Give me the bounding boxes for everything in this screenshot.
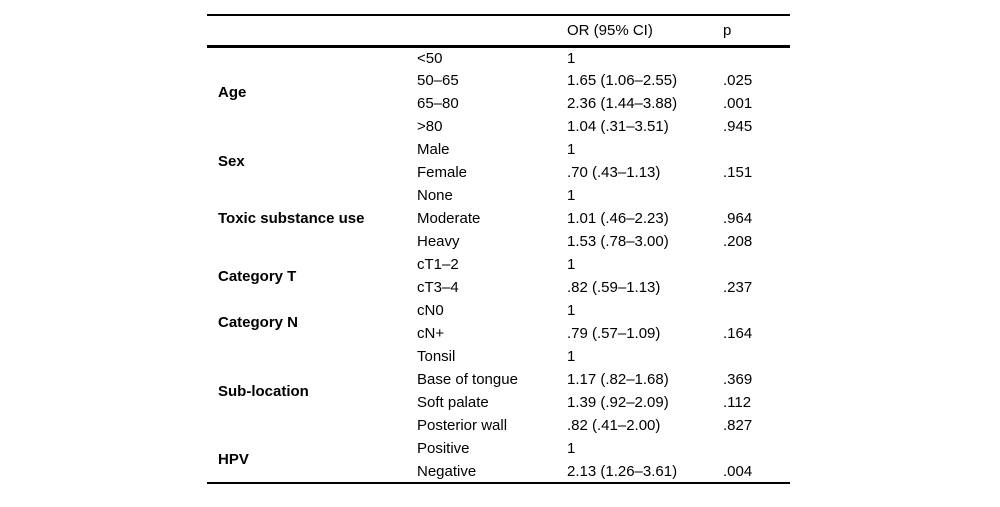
- or-cell: 1: [567, 256, 576, 273]
- table-row: Category N cN0 1: [207, 299, 790, 330]
- table-header-row: OR (95% CI) p: [207, 15, 790, 46]
- or-cell: 1.04 (.31–3.51): [567, 118, 669, 135]
- p-cell: .164: [723, 325, 753, 342]
- table-row: Heavy 1.53 (.78–3.00) .208: [207, 230, 790, 253]
- p-cell: [723, 138, 790, 161]
- category-cell: 50–65: [417, 72, 459, 89]
- category-cell: Tonsil: [417, 348, 456, 365]
- p-cell: .827: [723, 417, 753, 434]
- category-cell: Male: [417, 141, 450, 158]
- p-cell: .112: [723, 394, 752, 411]
- table-row: Base of tongue 1.17 (.82–1.68) .369: [207, 368, 790, 391]
- group-label-toxic-substance-use: Toxic substance use: [218, 210, 365, 227]
- category-cell: Posterior wall: [417, 417, 508, 434]
- p-cell: .208: [723, 233, 753, 250]
- p-cell: [723, 46, 790, 69]
- or-column-header: OR (95% CI): [567, 21, 653, 39]
- or-cell: 1.53 (.78–3.00): [567, 233, 669, 250]
- table-row: 65–80 2.36 (1.44–3.88) .001: [207, 92, 790, 115]
- or-cell: 1.39 (.92–2.09): [567, 394, 669, 411]
- category-cell: cN+: [417, 325, 445, 342]
- p-cell: .369: [723, 371, 753, 388]
- or-cell: 1: [567, 348, 576, 365]
- category-cell: cN0: [417, 302, 444, 319]
- p-cell: .001: [723, 95, 753, 112]
- table-row: Category T cT1–2 1: [207, 253, 790, 284]
- or-cell: 2.36 (1.44–3.88): [567, 95, 678, 112]
- or-cell: 1: [567, 187, 576, 204]
- or-cell: .70 (.43–1.13): [567, 164, 661, 181]
- category-cell: Soft palate: [417, 394, 489, 411]
- group-label-hpv: HPV: [218, 451, 249, 468]
- table-body: Age <50 1 50–65 1.65 (1.06–2.55) .025 65…: [207, 46, 790, 483]
- table-row: HPV Positive 1: [207, 437, 790, 467]
- p-cell: [723, 184, 790, 207]
- p-cell: .945: [723, 118, 753, 135]
- or-cell: 1: [567, 49, 576, 67]
- p-cell: [723, 299, 790, 322]
- group-label-sex: Sex: [218, 152, 245, 170]
- group-label-category-n: Category N: [218, 313, 299, 331]
- category-cell: 65–80: [417, 95, 459, 112]
- table-header: OR (95% CI) p: [207, 15, 790, 46]
- or-cell: .82 (.41–2.00): [567, 417, 661, 434]
- p-cell: .964: [723, 210, 753, 227]
- category-cell: None: [417, 187, 453, 204]
- or-cell: 1.01 (.46–2.23): [567, 210, 669, 227]
- category-cell: Female: [417, 164, 468, 181]
- or-cell: 1.65 (1.06–2.55): [567, 72, 678, 89]
- table-row: Sub-location Tonsil 1: [207, 345, 790, 399]
- empty-header-cell: [207, 15, 417, 46]
- or-cell: 1.17 (.82–1.68): [567, 371, 669, 388]
- or-cell: .79 (.57–1.09): [567, 325, 661, 342]
- or-cell: 1: [567, 440, 576, 457]
- category-cell: Heavy: [417, 233, 460, 250]
- p-cell: .004: [723, 462, 753, 480]
- or-cell: 1: [567, 302, 576, 319]
- group-label-age: Age: [218, 84, 247, 102]
- p-cell: .025: [723, 72, 753, 89]
- table-row: >80 1.04 (.31–3.51) .945: [207, 115, 790, 138]
- group-label-category-t: Category T: [218, 267, 297, 285]
- table-row: Soft palate 1.39 (.92–2.09) .112: [207, 391, 790, 414]
- table-row: Moderate 1.01 (.46–2.23) .964: [207, 207, 790, 230]
- p-column-header: p: [723, 21, 732, 39]
- table-row: Negative 2.13 (1.26–3.61) .004: [207, 460, 790, 483]
- table-row: cT3–4 .82 (.59–1.13) .237: [207, 276, 790, 299]
- table-row: Posterior wall .82 (.41–2.00) .827: [207, 414, 790, 437]
- category-cell: Negative: [417, 462, 477, 480]
- or-cell: 1: [567, 141, 576, 158]
- category-cell: cT1–2: [417, 256, 459, 273]
- p-cell: [723, 253, 790, 276]
- group-label-sub-location: Sub-location: [218, 382, 309, 400]
- empty-header-cell: [417, 15, 567, 46]
- category-cell: >80: [417, 118, 443, 135]
- table-row: cN+ .79 (.57–1.09) .164: [207, 322, 790, 345]
- category-cell: Base of tongue: [417, 371, 518, 388]
- category-cell: Positive: [417, 440, 470, 457]
- table-row: Toxic substance use None 1: [207, 184, 790, 226]
- results-table: OR (95% CI) p Age <50 1 50–65 1.65 (1.06…: [207, 14, 790, 484]
- p-cell: .151: [723, 164, 753, 181]
- p-cell: [723, 345, 790, 368]
- table-row: 50–65 1.65 (1.06–2.55) .025: [207, 69, 790, 92]
- table-row: Sex Male 1: [207, 138, 790, 169]
- category-cell: cT3–4: [417, 279, 459, 296]
- table-row: Female .70 (.43–1.13) .151: [207, 161, 790, 184]
- or-cell: .82 (.59–1.13): [567, 279, 661, 296]
- or-cell: 2.13 (1.26–3.61): [567, 462, 678, 480]
- category-cell: Moderate: [417, 210, 481, 227]
- table-row: Age <50 1: [207, 46, 790, 101]
- p-cell: [723, 437, 790, 460]
- p-cell: .237: [723, 279, 753, 296]
- category-cell: <50: [417, 49, 443, 67]
